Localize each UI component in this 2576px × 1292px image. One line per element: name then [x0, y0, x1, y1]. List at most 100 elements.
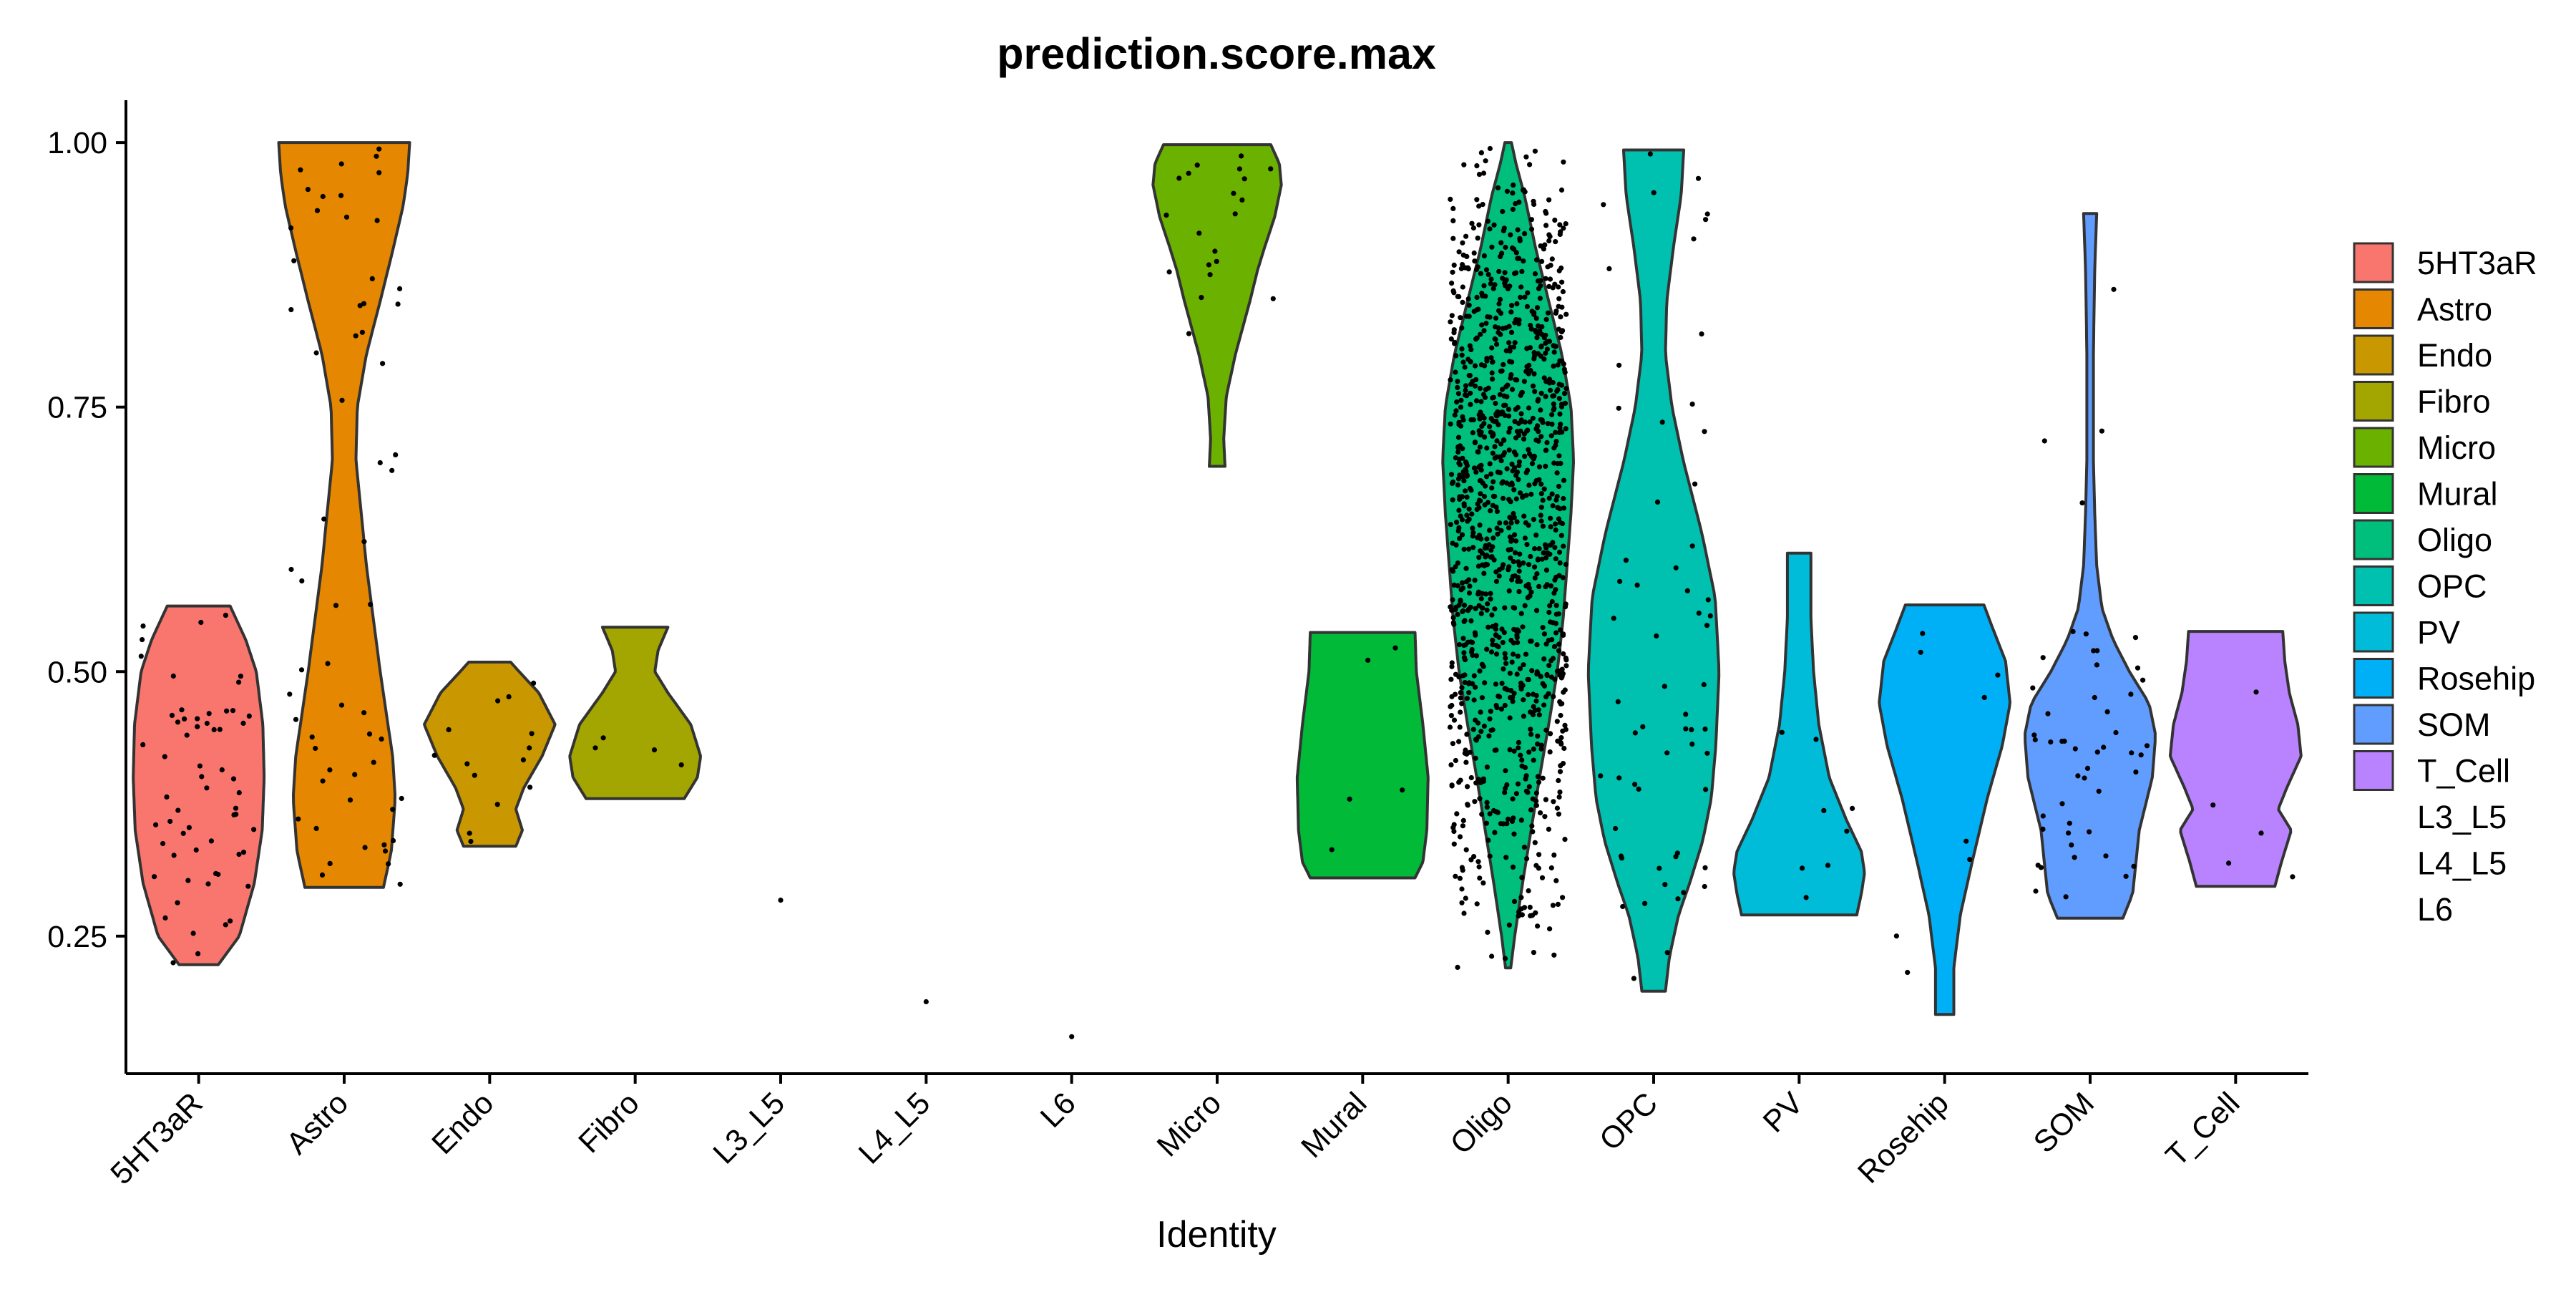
data-point-som: [2030, 685, 2036, 691]
data-point-oligo: [1493, 578, 1500, 584]
data-point-oligo: [1494, 438, 1500, 444]
data-point-oligo: [1542, 814, 1548, 820]
violin-opc: [1586, 148, 1721, 993]
data-point-oligo: [1479, 322, 1485, 328]
data-point-oligo: [1453, 542, 1459, 548]
data-point-oligo: [1455, 560, 1460, 566]
data-point-oligo: [1471, 250, 1477, 256]
data-point-oligo: [1507, 348, 1513, 354]
data-point-5ht3ar: [208, 838, 214, 844]
data-point-5ht3ar: [175, 719, 181, 725]
data-point-oligo: [1546, 691, 1551, 696]
data-point-som: [2103, 853, 2109, 859]
data-point-oligo: [1511, 651, 1516, 657]
data-point-oligo: [1531, 517, 1536, 523]
data-point-oligo: [1554, 719, 1560, 724]
data-point-astro: [369, 276, 375, 281]
data-point-oligo: [1509, 482, 1515, 487]
data-point-5ht3ar: [179, 707, 185, 713]
data-point-oligo: [1561, 225, 1566, 231]
data-point-oligo: [1458, 397, 1464, 403]
data-point-oligo: [1489, 612, 1495, 618]
data-point-oligo: [1516, 739, 1521, 745]
data-point-astro: [390, 837, 396, 843]
data-point-oligo: [1508, 520, 1514, 526]
data-point-astro: [353, 333, 358, 339]
data-point-oligo: [1506, 497, 1512, 502]
data-point-oligo: [1553, 310, 1558, 316]
legend-key-endo: [2353, 334, 2394, 376]
data-point-oligo: [1463, 387, 1468, 394]
data-point-oligo: [1533, 533, 1539, 538]
data-point-oligo: [1485, 929, 1491, 935]
data-point-oligo: [1539, 324, 1545, 330]
data-point-opc: [1674, 850, 1680, 856]
data-point-pv: [1850, 805, 1855, 811]
data-point-oligo: [1551, 799, 1556, 805]
data-point-oligo: [1488, 649, 1495, 655]
data-point-oligo: [1558, 382, 1564, 388]
data-point-oligo: [1500, 640, 1506, 646]
data-point-oligo: [1536, 286, 1542, 291]
data-point-oligo: [1477, 445, 1483, 450]
data-point-oligo: [1522, 294, 1528, 300]
data-point-oligo: [1460, 580, 1465, 586]
data-point-astro: [288, 225, 294, 230]
violin-som: [2024, 212, 2157, 920]
data-point-oligo: [1494, 508, 1500, 515]
data-point-som: [2072, 855, 2077, 860]
legend-key-som: [2353, 704, 2394, 745]
data-point-som: [2092, 694, 2097, 701]
legend-label: L4_L5: [2417, 845, 2507, 882]
y-tick-label: 1.00: [47, 126, 107, 160]
data-point-micro: [1239, 197, 1245, 203]
points-layer: [138, 145, 2296, 1039]
data-point-oligo: [1481, 570, 1487, 576]
data-point-oligo: [1519, 268, 1525, 274]
data-point-oligo: [1512, 465, 1518, 471]
data-point-oligo: [1519, 875, 1525, 880]
data-point-oligo: [1558, 763, 1563, 769]
data-point-endo: [446, 727, 452, 733]
data-point-oligo: [1553, 878, 1559, 883]
data-point-oligo: [1463, 759, 1469, 765]
legend-label: OPC: [2417, 568, 2487, 605]
legend-label: L6: [2417, 891, 2453, 928]
data-point-opc: [1631, 976, 1636, 981]
data-point-oligo: [1522, 603, 1528, 608]
data-point-oligo: [1555, 901, 1561, 907]
data-point-5ht3ar: [213, 870, 219, 876]
data-point-oligo: [1524, 856, 1530, 862]
data-point-oligo: [1485, 272, 1491, 278]
data-point-oligo: [1534, 642, 1540, 648]
data-point-oligo: [1526, 451, 1533, 457]
data-point-oligo: [1557, 699, 1563, 705]
data-point-oligo: [1532, 546, 1538, 552]
data-point-astro: [309, 734, 315, 740]
data-point-oligo: [1561, 505, 1567, 511]
data-point-oligo: [1551, 952, 1557, 958]
data-point-oligo: [1538, 810, 1543, 816]
data-point-5ht3ar: [170, 673, 176, 679]
data-point-astro: [361, 539, 367, 545]
data-point-5ht3ar: [175, 807, 181, 813]
data-point-5ht3ar: [175, 900, 180, 905]
data-point-oligo: [1537, 296, 1543, 301]
data-point-oligo: [1487, 853, 1493, 859]
data-point-oligo: [1526, 447, 1531, 452]
violin-astro: [277, 141, 411, 889]
data-point-oligo: [1512, 340, 1518, 346]
data-point-oligo: [1498, 240, 1504, 246]
data-point-opc: [1702, 883, 1707, 890]
data-point-oligo: [1539, 417, 1545, 423]
data-point-astro: [333, 603, 339, 608]
data-point-astro: [313, 825, 319, 831]
data-point-oligo: [1464, 463, 1470, 469]
data-point-oligo: [1476, 222, 1482, 228]
data-point-oligo: [1493, 747, 1499, 753]
data-point-pv: [1821, 807, 1827, 813]
data-point-oligo: [1558, 735, 1564, 741]
data-point-oligo: [1533, 790, 1539, 796]
data-point-oligo: [1480, 664, 1486, 669]
data-point-oligo: [1549, 422, 1555, 427]
